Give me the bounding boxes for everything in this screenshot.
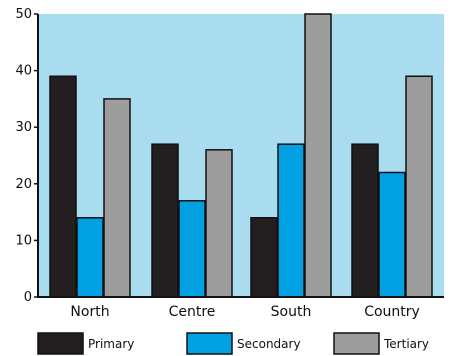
y-tick-label: 30 xyxy=(15,120,32,135)
bar-south-secondary xyxy=(277,143,305,298)
y-tick-label: 10 xyxy=(15,233,32,248)
legend-label-secondary: Secondary xyxy=(237,337,301,351)
y-tick-label: 20 xyxy=(15,177,32,192)
bar-country-primary xyxy=(351,143,379,298)
x-category-label: Country xyxy=(364,304,420,320)
bar-country-secondary xyxy=(378,171,406,298)
bar-south-tertiary xyxy=(304,13,332,298)
legend-swatch-tertiary xyxy=(333,332,380,355)
y-tick-label: 40 xyxy=(15,64,32,79)
x-category-label: South xyxy=(271,304,312,320)
bar-north-primary xyxy=(49,75,77,298)
bar-country-tertiary xyxy=(405,75,433,298)
y-axis-ticks: 0 10 20 30 40 50 xyxy=(15,7,38,305)
legend-swatch-secondary xyxy=(186,332,233,355)
bar-centre-primary xyxy=(151,143,179,298)
y-tick-label: 0 xyxy=(24,290,32,305)
x-category-label: North xyxy=(70,304,109,320)
bar-south-primary xyxy=(250,217,278,298)
legend: Primary Secondary Tertiary xyxy=(37,332,429,355)
bar-north-tertiary xyxy=(103,98,131,298)
x-category-label: Centre xyxy=(169,304,216,320)
legend-swatch-primary xyxy=(37,332,84,355)
legend-label-primary: Primary xyxy=(88,337,134,351)
bars-group xyxy=(49,13,433,298)
bar-centre-tertiary xyxy=(205,149,233,298)
y-tick-label: 50 xyxy=(15,7,32,22)
x-axis-categories: North Centre South Country xyxy=(70,304,419,320)
legend-label-tertiary: Tertiary xyxy=(383,337,429,351)
bar-centre-secondary xyxy=(178,200,206,298)
bar-north-secondary xyxy=(76,217,104,298)
